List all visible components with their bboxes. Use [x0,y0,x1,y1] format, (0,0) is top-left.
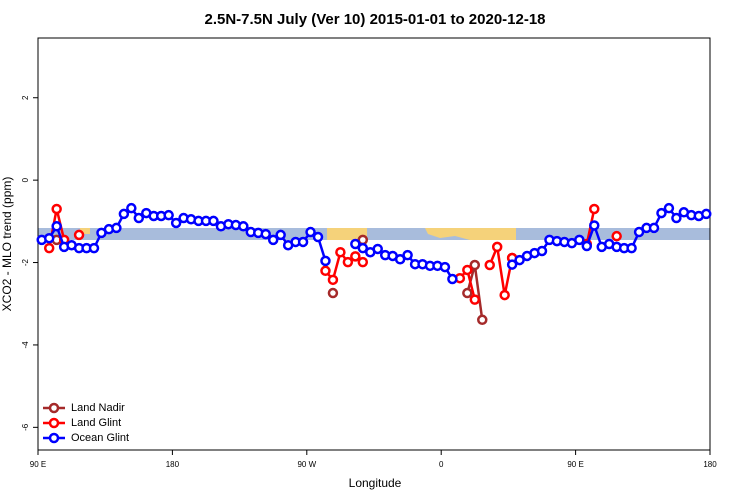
data-point [327,287,339,299]
data-point [111,222,122,234]
y-tick-label: -6 [21,423,30,431]
plot-frame [37,37,711,451]
legend-marker [48,402,60,414]
data-point [88,242,100,254]
data-point [342,256,354,268]
y-tick-label: -2 [21,258,30,266]
data-point [43,242,55,254]
data-point [491,241,503,253]
y-tick-label: -4 [21,341,30,349]
data-point [574,234,585,246]
data-point [611,230,622,242]
x-tick-label: 90 W [297,460,316,469]
data-point [357,242,369,254]
data-point [320,265,331,277]
chart-title: 2.5N-7.5N July (Ver 10) 2015-01-01 to 20… [204,11,545,28]
y-tick-label: 0 [21,177,30,182]
legend-label: Land Nadir [71,402,125,414]
x-tick-label: 0 [439,460,444,469]
legend-label: Ocean Glint [71,432,129,444]
data-point [267,234,279,246]
data-point [238,221,249,232]
data-point [170,217,182,229]
data-point [581,240,593,252]
data-point [73,229,85,241]
data-point [297,236,309,248]
data-point [439,261,451,273]
data-point [335,246,346,258]
data-point [656,207,667,219]
data-point [447,273,458,285]
x-tick-label: 180 [166,460,180,469]
legend-marker [48,432,60,444]
land-patch [80,228,90,234]
data-point [671,212,682,224]
data-point [499,289,510,301]
data-point [536,245,548,257]
data-point [312,231,324,243]
data-point [357,256,369,268]
data-point [701,208,712,220]
data-point [394,253,406,265]
data-point [118,208,130,220]
data-point [633,226,645,238]
data-point [327,274,339,286]
land-ocean-band [38,228,710,240]
data-point [43,232,55,244]
data-point [350,238,361,250]
data-point [469,294,481,305]
data-point [51,203,62,215]
x-tick-label: 90 E [30,460,46,469]
data-point [663,202,675,214]
data-point [462,287,473,299]
data-point [350,251,361,262]
data-point [589,220,600,231]
data-point [402,249,413,261]
data-point [320,255,331,267]
land-patch [327,228,367,240]
data-point [163,209,174,221]
data-point [260,228,271,240]
x-tick-label: 90 E [567,460,583,469]
data-point [275,229,286,241]
data-point [589,203,600,215]
data-point [469,259,481,271]
data-point [372,243,383,255]
data-point [648,222,660,234]
legend-label: Land Glint [71,417,121,429]
data-point [477,314,488,326]
data-point [126,202,137,214]
data-point [51,221,62,232]
y-axis-label: XCO2 - MLO trend (ppm) [0,177,14,312]
data-point [305,226,316,238]
data-point [626,242,637,254]
legend-marker [48,417,60,429]
data-point [514,254,525,266]
x-tick-label: 180 [703,460,717,469]
data-point [133,212,145,224]
data-point [484,259,495,271]
data-point [462,264,473,276]
land-patch [425,228,516,240]
data-point [506,259,518,270]
y-tick-label: 2 [21,95,30,100]
legend: Land Nadir Land Glint Ocean Glint [43,402,129,444]
data-point [208,215,219,227]
x-axis-label: Longitude [349,476,402,490]
